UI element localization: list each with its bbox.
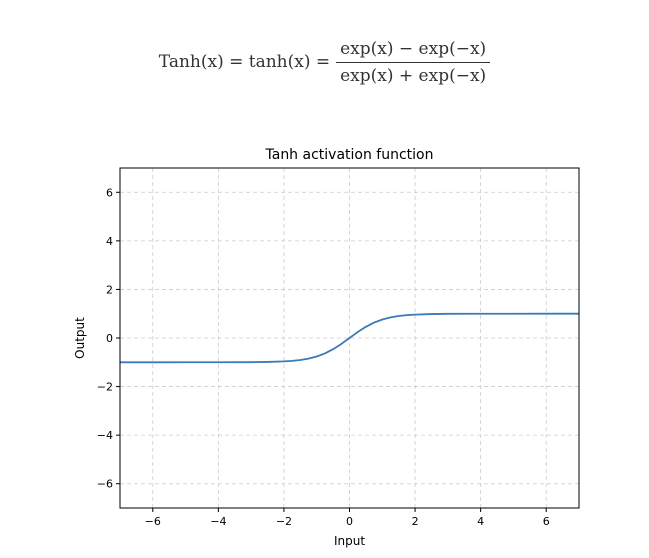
y-tick-label: 0 <box>106 332 113 345</box>
y-tick-label: −2 <box>97 381 113 394</box>
x-tick-label: −2 <box>276 515 292 528</box>
y-tick-label: −4 <box>97 429 113 442</box>
formula-numerator: exp(x) − exp(−x) <box>336 39 491 63</box>
x-tick-label: 2 <box>412 515 419 528</box>
series-layer <box>120 312 579 364</box>
chart-title: Tanh activation function <box>265 147 434 163</box>
x-tick-label: 0 <box>346 515 353 528</box>
ticks: −6 −4 −2 0 2 4 6 −6 −4 −2 0 2 4 6 <box>97 186 550 528</box>
y-tick-label: −6 <box>97 478 113 491</box>
x-tick-label: 4 <box>477 515 484 528</box>
formula-lhs: Tanh(x) = tanh(x) = <box>158 52 331 72</box>
x-tick-label: −6 <box>145 515 161 528</box>
y-axis-label: Output <box>73 317 87 359</box>
x-tick-label: −4 <box>210 515 226 528</box>
formula: Tanh(x) = tanh(x) = exp(x) − exp(−x) exp… <box>0 30 649 94</box>
y-tick-label: 6 <box>106 186 113 199</box>
formula-denominator: exp(x) + exp(−x) <box>340 65 487 86</box>
y-tick-label: 2 <box>106 283 113 296</box>
y-tick-label: 4 <box>106 235 113 248</box>
series-line <box>120 312 579 364</box>
formula-fraction: exp(x) − exp(−x) exp(x) + exp(−x) <box>336 39 491 86</box>
x-tick-label: 6 <box>543 515 550 528</box>
x-axis-label: Input <box>334 534 365 548</box>
